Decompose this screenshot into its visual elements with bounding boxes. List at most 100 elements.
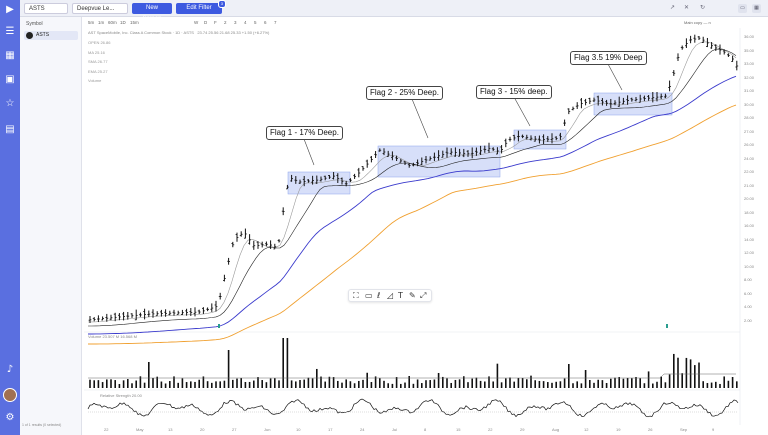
candle <box>273 243 277 250</box>
timeframe-button[interactable]: 1m <box>98 20 105 25</box>
candle <box>420 157 424 165</box>
volume-bar <box>160 381 163 388</box>
candle <box>575 102 579 109</box>
volume-bar <box>194 381 196 388</box>
volume-bar <box>236 378 238 388</box>
legend-item: SMA 26.77 <box>88 59 108 64</box>
eraser-icon[interactable]: ◿ <box>387 291 394 300</box>
share-icon[interactable]: ↗ <box>670 4 676 11</box>
y-tick-label: 18.00 <box>744 209 755 215</box>
candle <box>235 232 239 242</box>
candle <box>638 94 642 103</box>
event-marker <box>666 324 668 328</box>
crop-icon[interactable]: ⛶ <box>353 291 359 300</box>
tab-asts[interactable]: ASTS <box>24 3 68 14</box>
pin-icon[interactable]: ✎ <box>409 291 416 300</box>
refresh-icon[interactable]: ↻ <box>700 4 706 11</box>
play-icon[interactable]: ▶ <box>6 4 14 15</box>
volume-bar <box>572 383 574 388</box>
y-tick-label: 31.00 <box>744 88 755 93</box>
volume-label: Volume 23.507 M 16.568 M <box>88 334 137 339</box>
ma-mid-line <box>88 48 737 327</box>
candle <box>399 158 403 163</box>
candle <box>407 162 411 168</box>
grid-icon[interactable]: ▦ <box>5 50 15 61</box>
edit-filter-button[interactable]: Edit Filter 3 <box>176 0 226 14</box>
volume-bar <box>269 378 272 388</box>
y-tick-label: 6.00 <box>744 290 752 296</box>
volume-bar <box>164 383 167 388</box>
candle <box>697 36 701 41</box>
candle <box>202 307 205 314</box>
timeframe-button[interactable]: 4 <box>244 20 247 25</box>
volume-bar <box>513 381 515 388</box>
alert-icon[interactable]: ▤ <box>5 124 15 135</box>
timeframe-button[interactable]: D <box>204 20 208 25</box>
volume-bar <box>358 380 360 388</box>
volume-bar <box>685 357 688 388</box>
candle <box>185 308 188 316</box>
twitter-icon[interactable]: ✕ <box>684 4 690 11</box>
flag-3-callout[interactable]: Flag 3 - 15% deep. <box>476 85 552 99</box>
volume-bar <box>580 383 583 388</box>
timeframe-button[interactable]: 1D <box>120 20 126 25</box>
tab-deepvue[interactable]: Deepvue Le... <box>72 3 128 14</box>
candle <box>147 310 151 318</box>
candle <box>130 313 134 318</box>
flag-35-callout[interactable]: Flag 3.5 19% Deep <box>570 51 647 65</box>
timeframe-button[interactable]: W <box>194 20 199 25</box>
volume-bar <box>106 379 108 388</box>
timeframe-button[interactable]: F <box>214 20 217 25</box>
volume-bar <box>89 379 91 388</box>
timeframe-button[interactable]: 15m <box>130 20 139 25</box>
list-item[interactable]: ASTS <box>24 31 78 40</box>
timeframe-button[interactable]: 2 <box>224 20 227 25</box>
volume-bar <box>143 382 146 388</box>
text-icon[interactable]: T <box>398 291 403 300</box>
new-screen-button[interactable]: New Screen <box>132 3 172 22</box>
top-bar: ASTS Deepvue Le... New Screen Edit Filte… <box>20 0 768 22</box>
candle <box>546 135 550 142</box>
volume-bar <box>400 383 402 388</box>
calendar-button[interactable]: ▦ <box>752 4 761 13</box>
volume-bar <box>383 380 385 388</box>
volume-bar <box>274 378 276 388</box>
candle <box>664 93 667 99</box>
user-avatar[interactable] <box>3 388 17 402</box>
timeframe-button[interactable]: 6 <box>264 20 267 25</box>
timeframe-button[interactable]: 60m <box>108 20 117 25</box>
brush-icon[interactable]: ℓ <box>377 291 381 300</box>
chart-icon[interactable]: ▣ <box>5 74 15 85</box>
list-icon[interactable]: ☰ <box>5 26 15 37</box>
volume-bar <box>148 361 150 388</box>
volume-bar <box>391 383 394 388</box>
candle <box>680 45 684 50</box>
layout-selector[interactable]: Main copy — n <box>684 20 711 25</box>
comment-icon[interactable]: ▭ <box>365 291 373 300</box>
timeframe-button[interactable]: 5m <box>88 20 95 25</box>
timeframe-button[interactable]: 7 <box>274 20 277 25</box>
bell-icon[interactable]: ♪ <box>6 364 14 375</box>
candle <box>475 147 478 156</box>
candle <box>361 166 365 171</box>
volume-bar <box>248 381 251 388</box>
flag-1-callout[interactable]: Flag 1 - 17% Deep. <box>266 126 343 140</box>
layout-button[interactable]: ▭ <box>738 4 747 13</box>
flag-2-callout[interactable]: Flag 2 - 25% Deep. <box>366 86 443 100</box>
candle <box>370 155 373 163</box>
candle <box>718 44 722 55</box>
candle <box>693 34 697 43</box>
star-icon[interactable]: ☆ <box>5 98 15 109</box>
timeframe-button[interactable]: 5 <box>254 20 257 25</box>
y-tick-label: 2.00 <box>744 317 752 323</box>
settings-icon[interactable]: ⚙ <box>5 412 15 423</box>
x-tick-label: Sep <box>680 427 688 432</box>
candle <box>613 100 617 106</box>
volume-bar <box>479 380 482 388</box>
volume-bar <box>589 379 591 388</box>
line-tool-icon[interactable]: ⤢ <box>420 291 427 300</box>
timeframe-button[interactable]: 3 <box>234 20 237 25</box>
volume-bar <box>362 379 364 388</box>
candle <box>151 309 155 318</box>
